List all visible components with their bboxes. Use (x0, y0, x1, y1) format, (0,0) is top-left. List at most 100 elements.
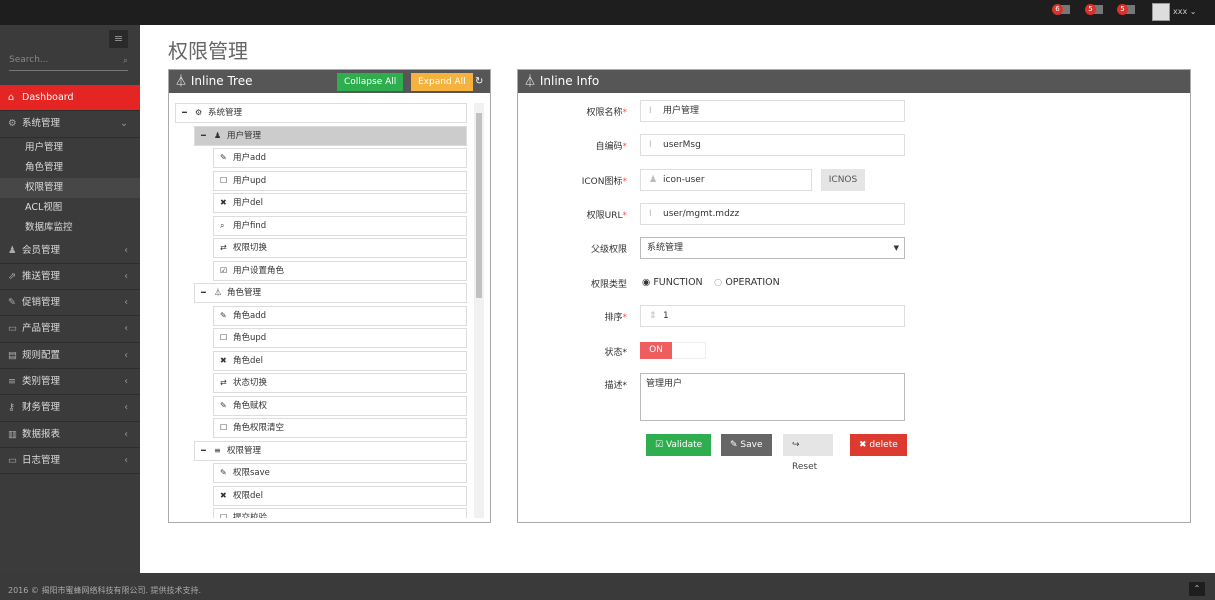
reset-button[interactable]: ↪ Reset (783, 434, 833, 472)
tree-node[interactable]: ✎ 角色add (213, 305, 467, 326)
tasks-badge[interactable]: 5 (1117, 4, 1128, 15)
tree-node[interactable]: ✖ 用户del (213, 193, 467, 213)
chevron-left-icon: ‹ (124, 376, 128, 388)
chevron-down-icon: ⌄ (120, 118, 128, 130)
tree-node[interactable]: ✎ 用户add (213, 148, 467, 168)
tree-node[interactable]: ☐ 角色权限清空 (213, 418, 467, 438)
search-icon[interactable]: ⌕ (122, 56, 128, 66)
notification-badge[interactable]: 6 (1052, 4, 1063, 15)
sidebar-item-5[interactable]: ▭ 产品管理 ‹ (0, 316, 140, 343)
tree-node-label: 提交校验 (233, 513, 268, 518)
tree-node[interactable]: ☐ 用户upd (213, 170, 467, 191)
submenu-item[interactable]: 角色管理 (25, 161, 64, 173)
tree-node[interactable]: ✎ 权限save (213, 463, 467, 483)
collapse-icon[interactable]: ━ (182, 108, 187, 117)
sidebar-item-label: 推送管理 (22, 270, 61, 282)
collapse-icon[interactable]: ━ (201, 130, 206, 140)
tree-node-label: 用户管理 (227, 130, 262, 141)
status-toggle[interactable]: ON (640, 342, 706, 359)
tree-node[interactable]: ✖ 权限del (213, 485, 467, 506)
icons-button[interactable]: ICNOS (821, 169, 865, 191)
pencil-icon: ✎ (8, 297, 16, 309)
tree-node[interactable]: ⇄ 权限切换 (213, 238, 467, 258)
submenu-item[interactable]: 数据库监控 (25, 221, 73, 233)
sidebar-item-1[interactable]: ⚙ 系统管理 ⌄ (0, 111, 140, 138)
submenu-item[interactable]: 用户管理 (25, 141, 64, 153)
sidebar-item-8[interactable]: ⚷ 财务管理 ‹ (0, 395, 140, 422)
icon-input[interactable]: ♟ icon-user (640, 169, 812, 191)
sidebar-item-3[interactable]: ⇗ 推送管理 ‹ (0, 264, 140, 291)
field-order: 排序* ⇕ 1 (518, 305, 1190, 327)
save-button[interactable]: ✎ Save (721, 434, 772, 456)
chevron-down-icon: ⌄ (1189, 7, 1197, 16)
tree-node[interactable]: ✖ 角色del (213, 350, 467, 371)
tree-node-label: 用户find (233, 220, 267, 231)
tree-node[interactable]: ━ ⏃ 角色管理 (194, 283, 467, 303)
envelope-icon[interactable] (1094, 5, 1103, 14)
tasks-icon[interactable] (1126, 5, 1135, 14)
sort-icon: ⇕ (649, 311, 657, 321)
home-icon: ⌂ (8, 92, 15, 103)
submenu-item[interactable]: 权限管理 (0, 177, 140, 198)
sidebar-toggle-button[interactable]: ≡ (109, 30, 128, 48)
sidebar-item-2[interactable]: ♟ 会员管理 ‹ (0, 238, 140, 264)
tree-node[interactable]: ━ ⚙ 系统管理 (175, 103, 467, 123)
inbox-badge[interactable]: 5 (1085, 4, 1096, 15)
expand-all-button[interactable]: Expand All (411, 73, 473, 91)
tree-node[interactable]: ⇄ 状态切换 (213, 373, 467, 393)
radio-label: FUNCTION (653, 277, 703, 288)
remove-icon: ✖ (220, 490, 227, 500)
tree-scrollbar[interactable] (474, 103, 484, 518)
tree-node[interactable]: ━ ≡ 权限管理 (194, 440, 467, 461)
validate-button[interactable]: ☑ Validate (646, 434, 712, 456)
sidebar-item-10[interactable]: ▭ 日志管理 ‹ (0, 448, 140, 475)
value: userMsg (663, 140, 701, 150)
radio-operation[interactable]: ○ OPERATION (714, 277, 780, 288)
sidebar-item-label: Dashboard (22, 92, 74, 103)
desc-textarea[interactable]: 管理用户 (640, 373, 905, 421)
sidebar-item-label: 促销管理 (22, 297, 61, 309)
tree-node[interactable]: ⌕ 用户find (213, 215, 467, 236)
page-title: 权限管理 (168, 39, 248, 63)
sidebar-item-9[interactable]: ▥ 数据报表 ‹ (0, 422, 140, 448)
tree-node[interactable]: ✎ 角色赋权 (213, 395, 467, 416)
tree-node[interactable]: ☐ 提交校验 (213, 508, 467, 518)
sidebar-item-label: 系统管理 (22, 118, 61, 130)
tree-node[interactable]: ☐ 角色upd (213, 328, 467, 348)
sidebar-item-0[interactable]: ⌂ Dashboard (0, 85, 140, 112)
collapse-icon[interactable]: ━ (201, 288, 206, 297)
tree-node[interactable]: ☑ 用户设置角色 (213, 260, 467, 281)
username: xxx (1173, 7, 1188, 16)
sidebar-item-4[interactable]: ✎ 促销管理 ‹ (0, 290, 140, 317)
label: 描述 (604, 381, 623, 391)
label: 权限URL (586, 211, 623, 221)
collapse-icon[interactable]: ━ (201, 445, 206, 455)
user-icon: ♟ (649, 175, 658, 185)
avatar[interactable] (1152, 3, 1170, 21)
pencil-icon: ✎ (220, 153, 227, 162)
parent-select[interactable]: 系统管理 ▼ (640, 237, 905, 259)
label: 状态 (604, 348, 623, 358)
order-input[interactable]: ⇕ 1 (640, 305, 905, 327)
chevron-left-icon: ‹ (124, 270, 128, 282)
search-input[interactable]: Search... ⌕ (9, 55, 128, 71)
button-label: Save (740, 440, 763, 450)
sidebar-item-7[interactable]: ≡ 类别管理 ‹ (0, 369, 140, 396)
delete-button[interactable]: ✖ delete (850, 434, 907, 456)
sidebar-item-6[interactable]: ▤ 规则配置 ‹ (0, 343, 140, 370)
refresh-icon[interactable]: ↻ (475, 76, 484, 87)
user-menu[interactable]: xxx ⌄ (1173, 7, 1196, 16)
collapse-all-button[interactable]: Collapse All (337, 73, 404, 91)
tree-node[interactable]: ━ ♟ 用户管理 (194, 125, 467, 146)
chevron-left-icon: ‹ (124, 297, 128, 309)
radio-function[interactable]: ◉ FUNCTION (642, 277, 703, 288)
scroll-top-button[interactable]: ⌃ (1189, 582, 1205, 596)
scrollbar-thumb[interactable] (476, 113, 482, 298)
bell-icon[interactable] (1061, 5, 1070, 14)
inbox-icon: ▭ (8, 323, 17, 335)
submenu-item[interactable]: ACL视图 (25, 201, 63, 213)
name-input[interactable]: I 用户管理 (640, 100, 905, 122)
